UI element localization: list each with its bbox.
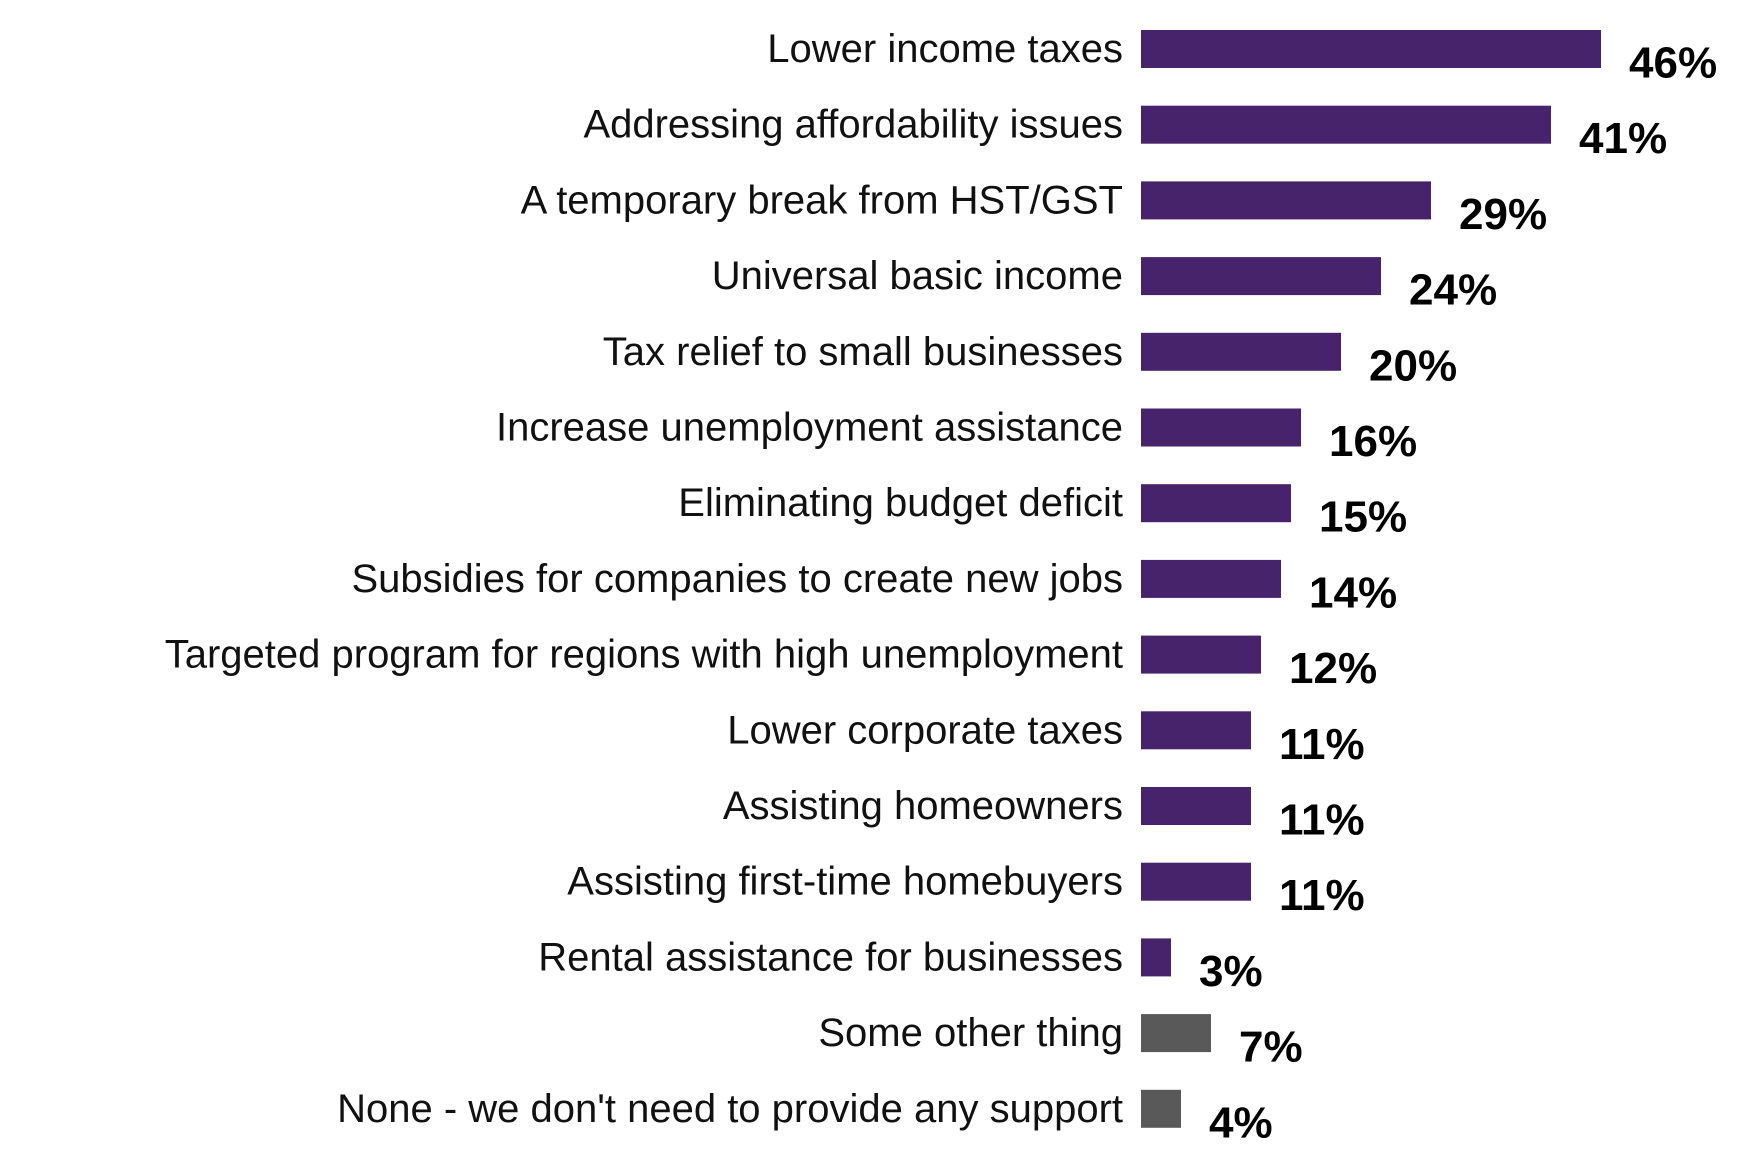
value-label: 12% bbox=[1289, 644, 1377, 693]
value-label: 11% bbox=[1279, 796, 1365, 845]
bar bbox=[1141, 257, 1381, 296]
bar bbox=[1141, 559, 1281, 598]
category-label: A temporary break from HST/GST bbox=[521, 178, 1123, 222]
value-label: 15% bbox=[1319, 493, 1407, 542]
value-label: 4% bbox=[1209, 1098, 1273, 1147]
bar bbox=[1141, 711, 1251, 750]
category-label: Lower corporate taxes bbox=[727, 708, 1123, 752]
category-label: Subsidies for companies to create new jo… bbox=[351, 557, 1123, 601]
category-label: Lower income taxes bbox=[767, 27, 1123, 71]
category-label: Addressing affordability issues bbox=[583, 103, 1123, 147]
value-label: 11% bbox=[1279, 871, 1365, 920]
bar bbox=[1141, 1089, 1181, 1128]
category-label: Targeted program for regions with high u… bbox=[165, 633, 1123, 677]
value-label: 24% bbox=[1409, 266, 1497, 315]
bar bbox=[1141, 787, 1251, 825]
bar bbox=[1141, 1014, 1211, 1053]
value-label: 29% bbox=[1459, 190, 1547, 239]
value-label: 14% bbox=[1309, 568, 1397, 617]
value-label: 20% bbox=[1369, 341, 1457, 390]
bar bbox=[1141, 862, 1251, 901]
value-label: 41% bbox=[1579, 114, 1667, 163]
category-label: Eliminating budget deficit bbox=[678, 481, 1123, 525]
category-label: Tax relief to small businesses bbox=[603, 330, 1123, 374]
category-label: Increase unemployment assistance bbox=[496, 406, 1123, 450]
bar bbox=[1141, 105, 1551, 144]
category-label: Some other thing bbox=[818, 1011, 1123, 1055]
bar bbox=[1141, 408, 1301, 447]
bar bbox=[1141, 635, 1261, 674]
value-label: 7% bbox=[1239, 1023, 1303, 1072]
bar bbox=[1141, 332, 1341, 371]
bar bbox=[1141, 181, 1431, 220]
bar bbox=[1141, 30, 1601, 68]
category-label: Assisting first-time homebuyers bbox=[567, 860, 1123, 904]
value-label: 3% bbox=[1199, 947, 1263, 996]
category-label: Assisting homeowners bbox=[723, 784, 1123, 828]
value-label: 46% bbox=[1629, 39, 1717, 88]
value-label: 16% bbox=[1329, 417, 1417, 466]
value-label: 11% bbox=[1279, 720, 1365, 769]
bar bbox=[1141, 938, 1171, 977]
category-label: Rental assistance for businesses bbox=[538, 935, 1123, 979]
category-label: Universal basic income bbox=[712, 254, 1123, 298]
bar bbox=[1141, 484, 1291, 523]
category-label: None - we don't need to provide any supp… bbox=[337, 1087, 1123, 1131]
